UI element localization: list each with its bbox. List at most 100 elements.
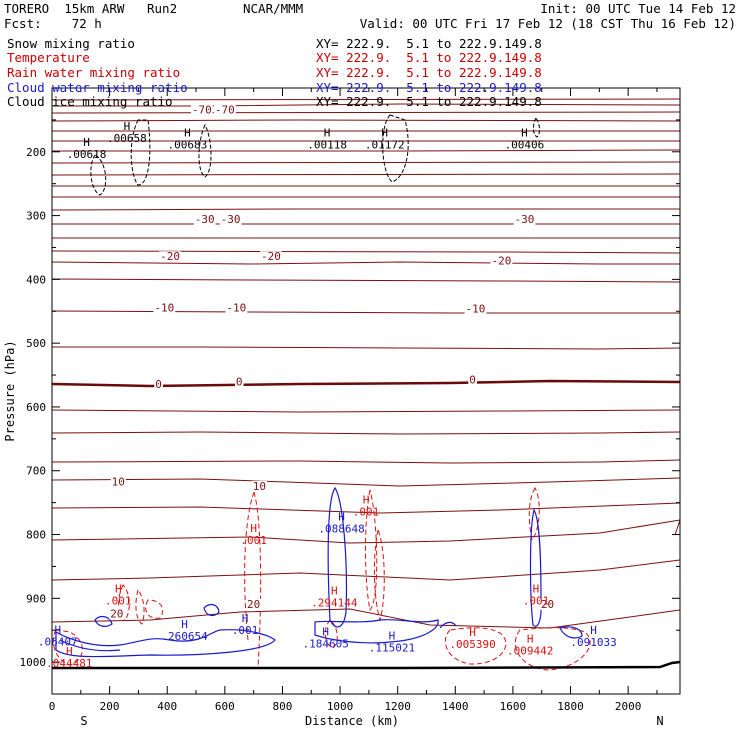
snow-max-h-marker: H: [521, 127, 528, 140]
y-tick-label: 800: [26, 529, 46, 542]
label-background: [251, 480, 268, 492]
legend-snow-xy: XY= 222.9. 5.1 to 222.9.149.8: [316, 36, 542, 51]
snow-max-value: .00683: [168, 139, 208, 152]
legend-cloud-water-label: Cloud water mixing ratio: [7, 80, 188, 95]
rain-max-h-marker: H: [469, 626, 476, 639]
zero-isotherm: [52, 379, 680, 388]
x-tick-label: 200: [100, 700, 120, 713]
label-background: [513, 214, 536, 226]
isotherm-label: -10: [226, 301, 246, 314]
isotherm-label: 20: [541, 598, 554, 611]
x-axis-title: Distance (km): [305, 714, 399, 728]
rain-max-value: .009442: [507, 644, 553, 657]
y-axis-title: Pressure (hPa): [3, 340, 17, 441]
rain-max-value: .294144: [311, 597, 358, 610]
rain-max-h-marker: H: [115, 583, 122, 596]
isotherm-label: -20: [160, 250, 180, 263]
y-tick-label: 200: [26, 146, 46, 159]
label-background: [190, 104, 213, 116]
contour-labels: -70 -70 -30 -30 -30 -20 -20 -20 -10 -10 -10 0 0 0 10 10…: [38, 104, 617, 671]
snow-max-h-marker: H: [124, 120, 131, 133]
x-axis: 0 200 400 600 800 1000 1200 1400 1600 1800 2000: [49, 88, 658, 713]
rain-max-h-marker: H: [250, 522, 257, 535]
label-background: [153, 302, 176, 314]
isotherm-label: -30: [195, 213, 215, 226]
snow-max-value: .00618: [67, 148, 107, 161]
isotherm-label: 10: [253, 480, 266, 493]
temperature-isotherms: [52, 98, 680, 629]
north-end-label: N: [656, 714, 663, 728]
label-background: [159, 251, 182, 263]
cloud-water-max-value: .260654: [161, 630, 208, 643]
legend-temperature-label: Temperature: [7, 50, 90, 65]
cloud-water-max-value: .001: [232, 624, 259, 637]
x-tick-label: 1600: [500, 700, 527, 713]
x-tick-label: 1200: [384, 700, 411, 713]
isotherm-label: 10: [112, 475, 125, 488]
cloud-water-max-value: .115021: [369, 641, 415, 654]
legend-rain-label: Rain water mixing ratio: [7, 65, 181, 80]
label-background: [225, 302, 248, 314]
snow-max-value: .00406: [505, 139, 545, 152]
cloud-water-max-h-marker: H: [389, 629, 396, 642]
snow-max-value: .00118: [307, 139, 347, 152]
legend-cloud-ice-label: Cloud ice mixing ratio: [7, 94, 173, 109]
cloud-water-max-h-marker: H: [242, 612, 249, 625]
isotherm-label: 20: [110, 607, 123, 620]
terrain-edge: [674, 519, 681, 536]
cloud-water-max-value: .091033: [570, 636, 616, 649]
y-tick-label: 900: [26, 592, 46, 605]
x-tick-label: 400: [157, 700, 177, 713]
snow-max-h-marker: H: [381, 127, 388, 140]
isotherm-label: -70: [192, 104, 212, 117]
rain-max-value: .001: [523, 595, 550, 608]
plot-frame: [51, 87, 681, 695]
rain-contours: [52, 487, 591, 671]
rain-max-h-marker: H: [363, 493, 370, 506]
isotherm-label: -70: [215, 104, 235, 117]
init-time: Init: 00 UTC Tue 14 Feb 12: [540, 1, 736, 16]
isotherm-label: 0: [155, 378, 162, 391]
model-run-title: TORERO 15km ARW Run2: [4, 1, 178, 16]
label-background: [110, 476, 126, 488]
cloud-water-max-h-marker: H: [338, 511, 345, 524]
y-tick-label: 500: [26, 337, 46, 350]
rain-max-value: .001: [353, 505, 380, 518]
legend-cloud-ice-xy: XY= 222.9. 5.1 to 222.9.149.8: [316, 94, 542, 109]
rain-max-value: .005390: [449, 638, 495, 651]
isotherm-label: -20: [261, 250, 281, 263]
y-tick-label: 1000: [20, 656, 47, 669]
snow-max-h-marker: H: [184, 127, 191, 140]
forecast-hour: Fcst: 72 h: [4, 16, 102, 31]
label-background: [468, 374, 477, 386]
cloud-water-max-h-marker: H: [181, 618, 188, 631]
rain-max-h-marker: H: [66, 645, 73, 658]
label-background: [260, 251, 282, 263]
valid-time: Valid: 00 UTC Fri 17 Feb 12 (18 CST Thu …: [359, 16, 736, 31]
x-tick-label: 600: [215, 700, 235, 713]
rain-max-value: .001: [105, 595, 132, 608]
rain-max-h-marker: H: [533, 583, 540, 596]
organization-label: NCAR/MMM: [243, 1, 304, 16]
x-tick-label: 800: [273, 700, 293, 713]
isotherm-label: -30: [221, 213, 241, 226]
isotherm-label: -20: [491, 255, 511, 268]
rain-max-h-marker: H: [527, 632, 534, 645]
cloud-water-max-h-marker: H: [590, 624, 597, 637]
snow-contours: [90, 114, 540, 196]
label-background: [246, 598, 262, 610]
terrain-line: [52, 660, 681, 670]
label-background: [490, 255, 513, 267]
rain-max-value: .001: [240, 534, 267, 547]
snow-max-value: .01172: [365, 139, 405, 152]
legend-temperature-xy: XY= 222.9. 5.1 to 222.9.149.8: [316, 50, 542, 65]
label-background: [109, 608, 125, 620]
y-tick-label: 600: [26, 401, 46, 414]
snow-max-h-marker: H: [83, 136, 90, 149]
y-tick-label: 400: [26, 273, 46, 286]
isotherm-label: 0: [236, 375, 243, 388]
cloud-water-max-value: .06407: [38, 636, 78, 649]
label-background: [193, 214, 216, 226]
cloud-water-max-value: .184605: [302, 637, 348, 650]
